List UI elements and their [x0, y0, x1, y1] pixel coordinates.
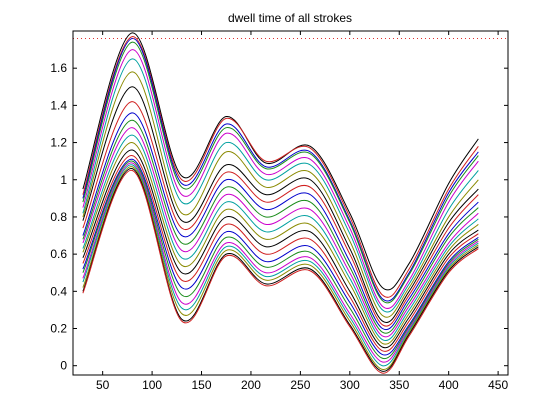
- series-line-19: [82, 162, 479, 363]
- y-tick-label: 1.2: [50, 136, 67, 150]
- y-tick-label: 0.6: [50, 247, 67, 261]
- series-line-7: [82, 71, 479, 318]
- chart-title: dwell time of all strokes: [228, 11, 352, 25]
- x-tick-label: 150: [192, 378, 212, 392]
- y-tick-label: 1: [60, 173, 67, 187]
- series-line-14: [82, 142, 479, 345]
- series-line-17: [82, 158, 479, 356]
- series-line-10: [82, 112, 479, 331]
- axes-box: [72, 30, 509, 376]
- x-tick-label: 100: [142, 378, 162, 392]
- series-line-4: [82, 41, 479, 304]
- series-line-5: [82, 49, 479, 309]
- series-line-15: [82, 149, 479, 349]
- series-line-9: [82, 101, 479, 327]
- series-line-21: [82, 166, 479, 370]
- y-axis: 0 0.2 0.4 0.6 0.8 1 1.2 1.4 1.6: [50, 61, 508, 373]
- x-axis: 50 100 150 200 250 300 350 400 450: [96, 31, 508, 392]
- y-tick-label: 1.6: [50, 61, 67, 75]
- x-tick-label: 50: [96, 378, 110, 392]
- series-line-12: [82, 127, 479, 338]
- x-tick-label: 250: [290, 378, 310, 392]
- series-line-16: [82, 155, 479, 352]
- series-line-1: [82, 32, 479, 291]
- y-tick-label: 1.4: [50, 98, 67, 112]
- series-group: [82, 32, 479, 374]
- series-line-23: [82, 169, 479, 374]
- y-tick-label: 0.2: [50, 322, 67, 336]
- series-line-2: [82, 36, 479, 298]
- series-line-6: [82, 58, 479, 313]
- y-tick-label: 0.4: [50, 284, 67, 298]
- series-line-18: [82, 160, 479, 359]
- series-line-3: [82, 37, 479, 302]
- plot-area: 50 100 150 200 250 300 350 400 450 0 0.2 0.4 0.6 0.8…: [50, 30, 509, 392]
- x-tick-label: 350: [389, 378, 409, 392]
- series-line-8: [82, 86, 479, 324]
- series-line-11: [82, 119, 479, 334]
- y-tick-label: 0.8: [50, 210, 67, 224]
- series-line-13: [82, 134, 479, 342]
- x-tick-label: 400: [439, 378, 459, 392]
- x-tick-label: 300: [340, 378, 360, 392]
- x-tick-label: 200: [241, 378, 261, 392]
- series-line-20: [82, 164, 479, 367]
- x-tick-label: 450: [488, 378, 508, 392]
- y-tick-label: 0: [60, 359, 67, 373]
